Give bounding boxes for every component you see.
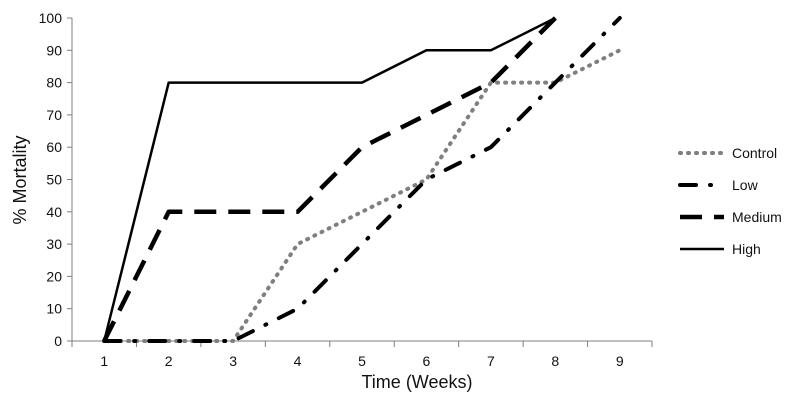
x-tick-label: 7 — [487, 353, 495, 369]
y-tick-label: 30 — [46, 236, 62, 252]
axes: 0 10 20 30 40 50 60 70 80 90 100 1 2 3 4 5 6 7 8 9 — [39, 10, 653, 369]
y-axis-title: % Mortality — [10, 135, 30, 224]
series-line-control — [102, 48, 622, 343]
x-tick-label: 1 — [100, 353, 108, 369]
series-line-medium — [102, 16, 557, 343]
legend: Control Low Medium High — [678, 145, 782, 257]
y-tick-label: 90 — [46, 42, 62, 58]
x-tick-label: 4 — [294, 353, 302, 369]
x-axis-title: Time (Weeks) — [361, 372, 472, 392]
x-tick-label: 2 — [165, 353, 173, 369]
x-tick-label: 5 — [358, 353, 366, 369]
y-tick-label: 0 — [54, 333, 62, 349]
x-tick-label: 6 — [423, 353, 431, 369]
x-tick-label: 3 — [229, 353, 237, 369]
y-tick-label: 80 — [46, 75, 62, 91]
y-tick-label: 60 — [46, 139, 62, 155]
y-tick-label: 20 — [46, 268, 62, 284]
series-line-low — [102, 16, 622, 343]
legend-label-high: High — [732, 241, 761, 257]
legend-label-medium: Medium — [732, 209, 782, 225]
series-line-high — [102, 16, 556, 342]
series-lines — [102, 16, 622, 343]
y-tick-label: 10 — [46, 301, 62, 317]
y-tick-label: 70 — [46, 107, 62, 123]
legend-label-control: Control — [732, 145, 777, 161]
x-tick-label: 8 — [551, 353, 559, 369]
y-tick-label: 40 — [46, 204, 62, 220]
y-tick-label: 100 — [39, 10, 63, 26]
x-tick-label: 9 — [616, 353, 624, 369]
y-tick-label: 50 — [46, 172, 62, 188]
legend-label-low: Low — [732, 177, 759, 193]
